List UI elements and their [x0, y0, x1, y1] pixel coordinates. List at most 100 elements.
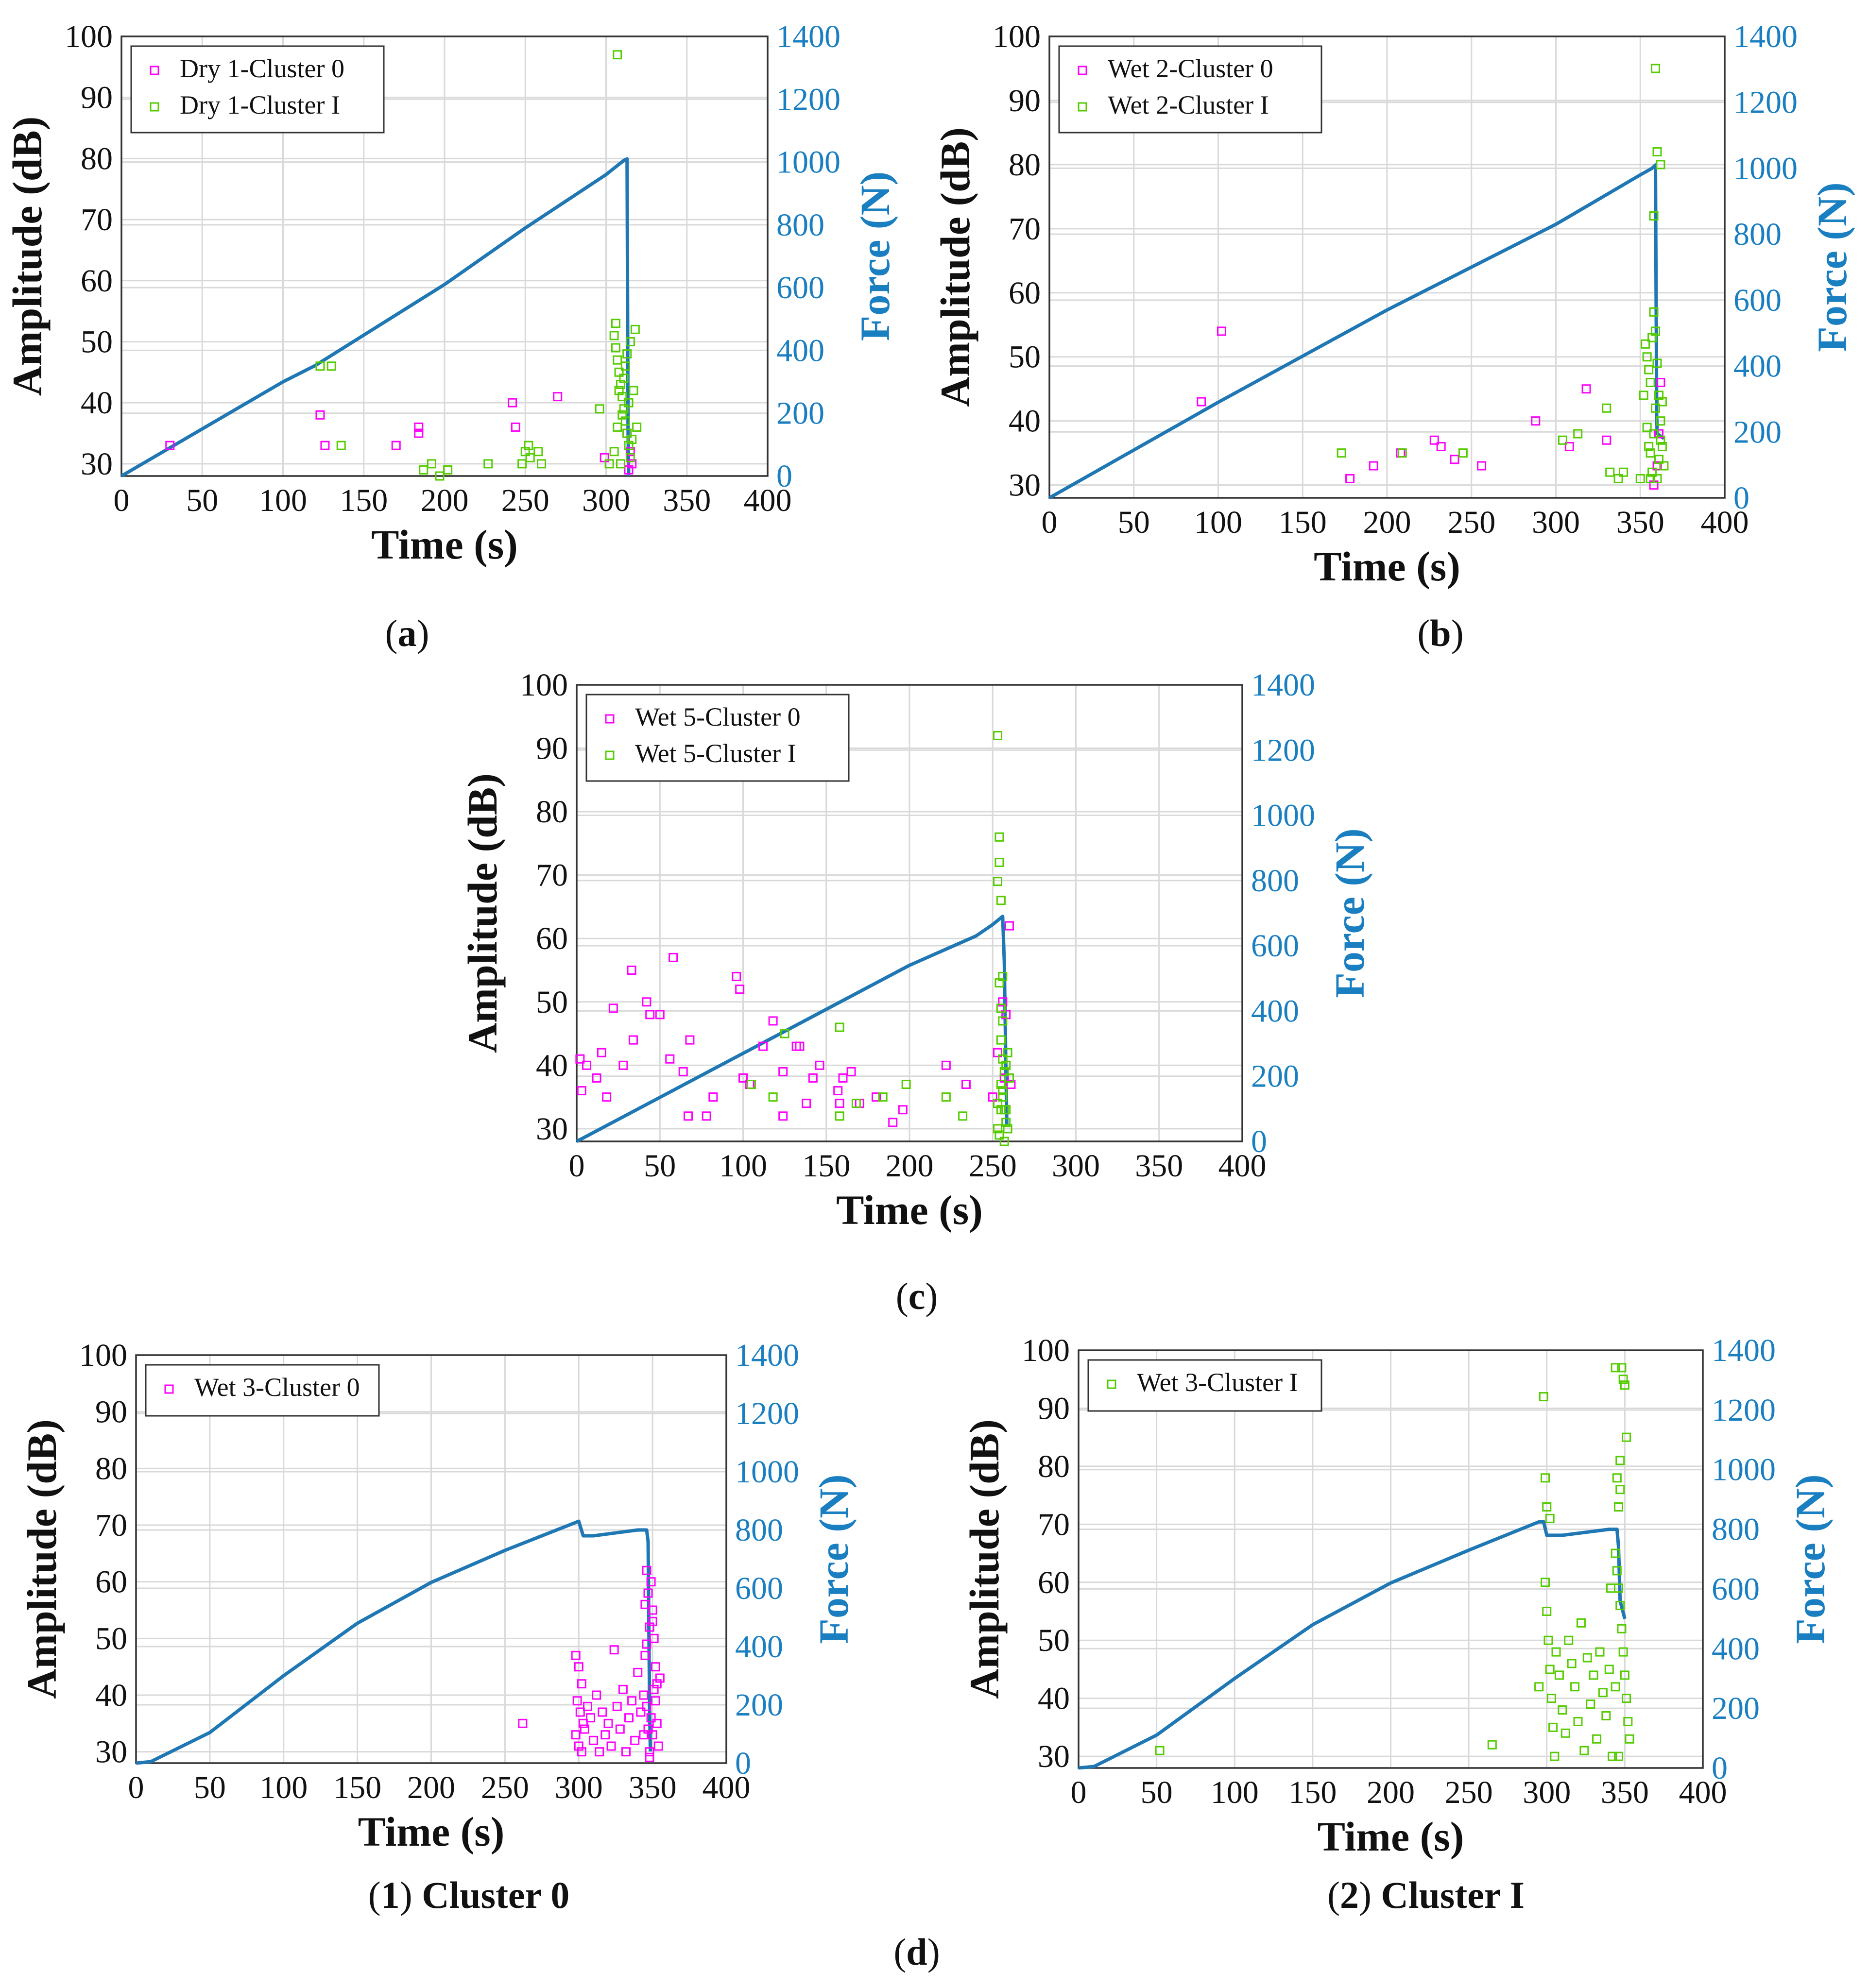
cluster-1-point: [616, 459, 625, 469]
cluster-1-point: [1649, 429, 1659, 439]
cluster-1-point: [1608, 1751, 1617, 1761]
cluster-0-point: [574, 1741, 583, 1751]
cluster-0-point: [640, 1650, 650, 1660]
cluster-0-point: [572, 1696, 582, 1706]
caption-d2: (2) Cluster I: [1327, 1874, 1525, 1916]
y-axis-label: Amplitude (dB): [932, 127, 978, 407]
cluster-0-point: [577, 1679, 586, 1689]
cluster-1-point: [617, 410, 627, 420]
y2-tick-label: 600: [776, 270, 824, 306]
x-tick-label: 100: [719, 1148, 767, 1184]
cluster-1-point: [835, 1111, 844, 1121]
legend-marker: [605, 750, 615, 760]
cluster-0-point: [603, 1718, 613, 1728]
cluster-1-point: [1605, 467, 1615, 477]
y2-tick-label: 400: [735, 1629, 783, 1665]
cluster-1-point: [1654, 455, 1663, 464]
cluster-1-point: [996, 1080, 1006, 1089]
cluster-0-point: [1006, 1080, 1016, 1089]
cluster-0-point: [618, 1060, 628, 1070]
x-tick-label: 100: [259, 483, 307, 518]
cluster-1-point: [993, 731, 1003, 740]
y-tick-label: 30: [95, 1734, 127, 1770]
y2-axis-label: Force (N): [1787, 1474, 1834, 1644]
cluster-0-point: [598, 1707, 607, 1717]
cluster-0-point: [648, 1605, 657, 1615]
cluster-1-point: [998, 972, 1008, 982]
cluster-0-point: [1656, 378, 1665, 387]
y-tick-label: 90: [81, 80, 113, 116]
cluster-1-point: [614, 386, 624, 395]
legend-label: Wet 3-Cluster I: [1137, 1368, 1298, 1397]
cluster-1-point: [901, 1080, 911, 1089]
y2-tick-label: 1200: [1712, 1393, 1776, 1428]
y2-tick-label: 0: [1733, 480, 1749, 516]
cluster-1-point: [1487, 1740, 1497, 1750]
x-tick-label: 300: [1532, 505, 1580, 540]
cluster-0-point: [815, 1060, 824, 1070]
y-tick-label: 90: [1009, 83, 1041, 119]
x-tick-label: 200: [1367, 1775, 1415, 1810]
cluster-1-point: [1573, 429, 1583, 439]
cluster-1-point: [1652, 358, 1662, 368]
cluster-0-point: [575, 1707, 585, 1717]
cluster-1-point: [1554, 1670, 1564, 1680]
x-tick-label: 50: [644, 1148, 676, 1184]
cluster-0-point: [630, 1735, 640, 1745]
y-tick-label: 40: [1038, 1681, 1070, 1716]
cluster-0-point: [652, 1718, 662, 1728]
cluster-0-point: [649, 1633, 659, 1643]
y-tick-label: 40: [81, 385, 113, 421]
cluster-0-point: [678, 1067, 688, 1076]
cluster-0-point: [583, 1701, 592, 1711]
cluster-1-point: [998, 1016, 1008, 1026]
legend-label: Dry 1-Cluster 0: [180, 54, 344, 83]
y-tick-label: 60: [81, 263, 113, 299]
cluster-0-point: [835, 1099, 844, 1108]
cluster-1-point: [1598, 1688, 1608, 1698]
cluster-0-point: [639, 1690, 649, 1700]
cluster-1-point: [1458, 448, 1468, 458]
cluster-1-point: [1545, 1665, 1555, 1674]
cluster-1-point: [1573, 1716, 1583, 1726]
cluster-1-point: [609, 447, 619, 457]
x-tick-label: 300: [1523, 1775, 1571, 1810]
cluster-1-point: [1649, 211, 1659, 221]
y-axis-label: Amplitude (dB): [18, 1419, 65, 1699]
cluster-1-point: [1625, 1734, 1634, 1744]
y-tick-label: 90: [1038, 1391, 1070, 1426]
cluster-0-point: [993, 1048, 1003, 1057]
cluster-1-point: [629, 386, 638, 395]
cluster-0-point: [651, 1696, 660, 1706]
cluster-0-point: [778, 1111, 788, 1121]
cluster-1-point: [1652, 474, 1662, 483]
y-tick-label: 50: [81, 324, 113, 359]
cluster-1-point: [996, 1003, 1006, 1013]
cluster-1-point: [1617, 1624, 1627, 1633]
cluster-0-point: [628, 1035, 638, 1045]
y2-tick-label: 600: [735, 1571, 783, 1606]
x-tick-label: 100: [259, 1770, 308, 1805]
cluster-0-point: [795, 1041, 805, 1051]
cluster-0-point: [648, 1730, 657, 1740]
cluster-0-point: [615, 1724, 625, 1734]
cluster-1-point: [1649, 307, 1659, 317]
cluster-1-point: [1619, 467, 1628, 477]
cluster-0-point: [735, 985, 745, 994]
caption-c: (c): [896, 1275, 938, 1317]
y2-tick-label: 400: [1733, 349, 1782, 384]
y2-tick-label: 800: [1251, 863, 1299, 899]
cluster-1-point: [1337, 448, 1346, 458]
cluster-1-point: [1564, 1635, 1574, 1645]
x-tick-label: 300: [555, 1770, 603, 1805]
cluster-1-point: [1612, 1566, 1622, 1576]
x-tick-label: 150: [1279, 505, 1327, 540]
cluster-0-point: [1217, 326, 1226, 336]
x-tick-label: 0: [569, 1148, 585, 1184]
y-tick-label: 100: [993, 19, 1041, 54]
cluster-0-point: [888, 1118, 898, 1127]
cluster-0-point: [665, 1054, 675, 1064]
cluster-0-point: [640, 1599, 650, 1609]
y-axis-label: Amplitude (dB): [459, 773, 506, 1053]
cluster-0-point: [592, 1073, 601, 1083]
